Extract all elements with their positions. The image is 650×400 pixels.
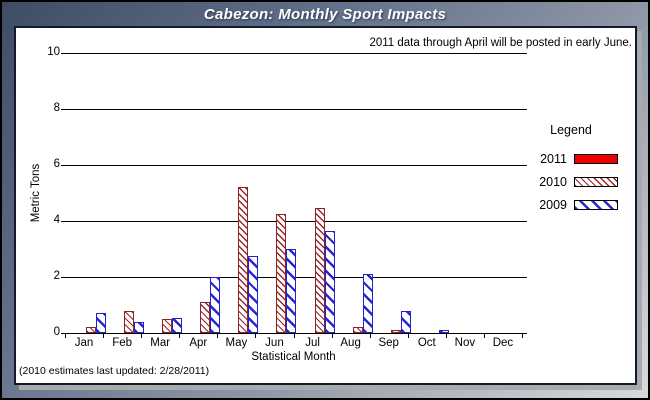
- bar-2009-apr: [210, 277, 221, 333]
- bar-2009-mar: [172, 317, 183, 333]
- x-tick-label: Oct: [417, 337, 436, 349]
- bar-2010-may: [238, 187, 249, 333]
- data-availability-note: 2011 data through April will be posted i…: [369, 37, 632, 49]
- x-tick-label: Mar: [150, 337, 171, 349]
- y-axis-label: Metric Tons: [30, 163, 42, 223]
- legend-item-label-2010: 2010: [539, 174, 567, 189]
- plot-area: Jan Feb Mar Apr May Jun Jul Aug Sep Oct Nov Dec: [61, 53, 527, 349]
- x-axis-tick: [331, 334, 333, 338]
- bar-2010-feb: [124, 310, 135, 333]
- window-title: Cabezon: Monthly Sport Impacts: [203, 6, 447, 23]
- x-axis-line: [61, 333, 527, 334]
- x-axis-tick: [483, 334, 485, 338]
- x-tick-label: Feb: [112, 337, 133, 349]
- x-axis-tick: [369, 334, 371, 338]
- x-tick-label: Sep: [378, 337, 399, 349]
- y-tick-label: 4: [53, 214, 60, 226]
- bar-2009-may: [248, 256, 259, 333]
- x-axis-tick: [141, 334, 143, 338]
- bar-2009-sep: [400, 310, 411, 333]
- x-tick-label: Jun: [265, 337, 284, 349]
- gridline-4: [61, 221, 527, 222]
- bar-2009-oct: [438, 330, 449, 333]
- legend-title: Legend: [550, 123, 592, 137]
- x-tick-label: Jan: [74, 337, 94, 349]
- y-tick-label: 8: [53, 102, 60, 114]
- y-tick-label: 10: [47, 46, 60, 58]
- bar-2009-jul: [324, 230, 335, 333]
- x-tick-label: Nov: [454, 337, 476, 349]
- x-tick-label: Jul: [305, 337, 320, 349]
- x-axis-tick: [103, 334, 105, 338]
- x-tick-label: May: [225, 337, 248, 349]
- legend-item-2010: 2010: [521, 174, 621, 189]
- x-tick-label: Dec: [492, 337, 514, 349]
- legend-item-2011: 2011: [521, 151, 621, 166]
- x-axis-tick: [522, 334, 523, 338]
- x-axis-tick: [179, 334, 181, 338]
- y-tick-label: 6: [53, 158, 60, 170]
- bar-2009-jan: [96, 313, 107, 333]
- bar-2010-jun: [276, 214, 287, 333]
- legend-items: 2011 2010 2009: [521, 151, 621, 212]
- legend-item-label-2011: 2011: [540, 151, 567, 166]
- bar-2009-jun: [286, 249, 297, 333]
- legend: Legend 2011 2010 2009: [521, 123, 621, 222]
- bar-2010-jan: [86, 327, 97, 333]
- x-axis-tick: [445, 334, 447, 338]
- legend-swatch-2011: [574, 153, 618, 164]
- x-tick-label: Apr: [189, 337, 208, 349]
- update-note: (2010 estimates last updated: 2/28/2011): [19, 365, 210, 377]
- bar-2009-feb: [134, 321, 145, 333]
- bar-2010-mar: [162, 319, 173, 333]
- y-tick-label: 0: [53, 326, 60, 338]
- bar-2010-sep: [390, 330, 401, 333]
- y-tick-label: 2: [53, 270, 60, 282]
- bar-2009-aug: [362, 274, 373, 333]
- legend-item-label-2009: 2009: [539, 197, 567, 212]
- x-axis-tick: [293, 334, 295, 338]
- x-axis-label: Statistical Month: [251, 351, 336, 363]
- bar-2010-aug: [352, 327, 363, 333]
- legend-item-2009: 2009: [521, 197, 621, 212]
- legend-swatch-2010: [574, 176, 618, 187]
- x-axis-tick: [217, 334, 219, 338]
- x-tick-label: Aug: [340, 337, 361, 349]
- chart-panel: 2011 data through April will be posted i…: [14, 26, 637, 385]
- gridline-8: [61, 109, 527, 110]
- x-axis-tick: [255, 334, 257, 338]
- x-axis-tick: [65, 334, 66, 338]
- bar-2010-jul: [314, 208, 325, 333]
- bar-2010-apr: [200, 302, 211, 333]
- x-axis-tick: [407, 334, 409, 338]
- gridline-6: [61, 165, 527, 166]
- gridline-10: [61, 53, 527, 54]
- legend-swatch-2009: [574, 199, 618, 210]
